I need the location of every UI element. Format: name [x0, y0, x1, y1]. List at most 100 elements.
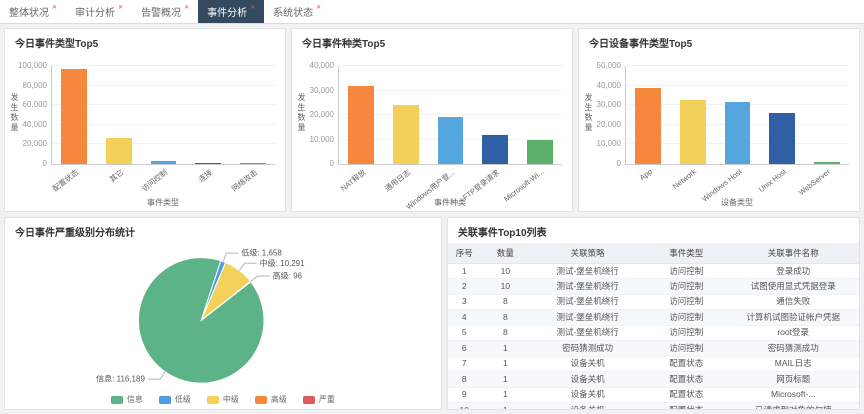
pie-label-line: [238, 262, 257, 271]
table-row[interactable]: 3 8 测试-堡垒机绕行 访问控制 通信失败: [447, 294, 859, 311]
table-row[interactable]: 8 1 设备关机 配置状态 网页标题: [447, 371, 859, 388]
top10-table-wrap: 序号 数量 关联策略 事件类型 关联事件名称 1 10 测试-堡垒机绕行 访问控制 登录成功 2 1…: [447, 243, 859, 409]
legend-swatch: [110, 395, 123, 404]
table-cell: 10: [480, 278, 531, 295]
table-cell: 1: [447, 263, 481, 280]
pie-slice-高级[interactable]: [200, 280, 252, 321]
panel-event-type-top5: 今日事件类型Top5 发生数量 0 20,000 40,000 60,000 80,000…: [4, 28, 286, 212]
gridline: [626, 84, 849, 86]
nav-tab-告警概况[interactable]: 告警概况 ✕: [132, 0, 198, 23]
legend-item-信息[interactable]: 信息: [110, 394, 143, 405]
table-row[interactable]: 7 1 设备关机 配置状态 MAIL日志: [447, 356, 859, 373]
table-cell: 4: [447, 309, 481, 326]
bar-WebServer[interactable]: [813, 161, 840, 164]
event-kind-bar-chart: 发生数量 0 10,000 20,000 30,000 40,000 NAT释放 通用日志 Wi…: [292, 54, 572, 211]
plot-area: 0 10,000 20,000 30,000 40,000 50,000 App Networ…: [597, 62, 849, 204]
y-axis-tick: 10,000: [596, 139, 621, 149]
pie-label: 中级: 10,291: [260, 258, 305, 268]
bars: NAT释放 通用日志 Windows用户登... FTP登录请求 Microsoft-W…: [339, 66, 562, 211]
y-axis-tick: 20,000: [596, 119, 621, 129]
pie-label-line: [147, 371, 166, 380]
bar-通用日志[interactable]: [392, 105, 419, 164]
legend-label: 信息: [126, 395, 143, 404]
pie-label: 高级: 96: [273, 271, 303, 281]
legend-item-高级[interactable]: 高级: [254, 394, 287, 405]
table-cell: 8: [480, 325, 531, 342]
legend-item-严重[interactable]: 严重: [302, 394, 335, 405]
table-cell: 3: [447, 294, 481, 311]
bar-其它[interactable]: [105, 137, 132, 164]
table-cell: 网页标题: [727, 371, 859, 388]
table-row[interactable]: 4 8 测试-堡垒机绕行 访问控制 计算机试图验证帐户凭据: [447, 309, 859, 326]
bar-访问控制[interactable]: [150, 160, 177, 164]
nav-tab-label: 告警概况: [141, 8, 182, 19]
gridline: [626, 65, 849, 66]
bar-slot: App: [626, 66, 671, 182]
bar-slot: 网络攻击: [230, 66, 275, 193]
x-axis-tick: WebServer: [797, 167, 833, 198]
legend-label: 低级: [174, 395, 191, 404]
bar-Windows用户登...[interactable]: [437, 117, 464, 164]
tab-close-icon[interactable]: ✕: [250, 5, 256, 11]
bar-Network[interactable]: [679, 100, 706, 164]
gridline: [52, 65, 275, 66]
nav-tab-事件分析[interactable]: 事件分析 ✕: [198, 0, 265, 23]
bar-Windows Host[interactable]: [724, 102, 751, 164]
table-cell: 密码猜测成功: [727, 340, 859, 357]
bar-Unix Host[interactable]: [769, 113, 795, 164]
table-row[interactable]: 2 10 测试-堡垒机绕行 访问控制 试图使用显式凭据登录: [447, 278, 859, 295]
y-axis-tick: 40,000: [22, 119, 47, 129]
table-row[interactable]: 5 8 测试-堡垒机绕行 访问控制 root登录: [447, 325, 859, 342]
tab-close-icon[interactable]: ✕: [118, 5, 124, 11]
table-cell: 2: [447, 278, 481, 295]
bar-FTP登录请求[interactable]: [482, 134, 508, 164]
bar-slot: Windows Host: [700, 66, 760, 204]
y-axis-tick: 30,000: [596, 100, 621, 110]
nav-tab-整体状况[interactable]: 整体状况 ✕: [0, 0, 66, 23]
table-cell: 计算机试图验证帐户凭据: [727, 309, 859, 326]
gridline: [339, 114, 562, 115]
table-row[interactable]: 101设备关机配置状态已请求到对象的句柄: [447, 402, 859, 409]
bar-NAT释放[interactable]: [348, 85, 375, 164]
y-axis-tick: 0: [42, 159, 47, 168]
table-cell: 测试-堡垒机绕行: [530, 309, 646, 326]
bar-App[interactable]: [635, 87, 662, 164]
tab-close-icon[interactable]: ✕: [52, 5, 58, 11]
table-cell: 7: [447, 356, 481, 373]
legend-item-低级[interactable]: 低级: [158, 394, 191, 405]
plot-area: 0 20,000 40,000 60,000 80,000 100,000 配置状态 其它 访问…: [18, 62, 275, 193]
bar-配置状态[interactable]: [61, 68, 88, 164]
pie-label-line: [222, 252, 239, 262]
bar-网络攻击[interactable]: [239, 163, 266, 164]
tab-close-icon[interactable]: ✕: [184, 5, 190, 11]
top10-table: 序号 数量 关联策略 事件类型 关联事件名称 1 10 测试-堡垒机绕行 访问控制 登录成功 2 1…: [447, 243, 859, 409]
severity-pie-area: 信息: 116,189 低级: 1,658 中级: 10,291 高级: 96 信息 低级…: [5, 243, 441, 409]
y-axis-tick: 20,000: [22, 139, 47, 149]
table-cell: 8: [480, 309, 531, 326]
y-axis-tick: 40,000: [596, 80, 621, 90]
table-cell: Microsoft-...: [727, 387, 859, 404]
y-axis-tick: 80,000: [22, 80, 47, 90]
tab-close-icon[interactable]: ✕: [316, 5, 322, 11]
table-cell: 登录成功: [727, 263, 859, 280]
table-cell: 访问控制: [645, 278, 728, 295]
plot-area: 0 10,000 20,000 30,000 40,000 NAT释放 通用日志 Window…: [310, 62, 562, 211]
x-axis-tick: 其它: [107, 167, 126, 185]
table-row[interactable]: 6 1 密码猜测成功 访问控制 密码猜测成功: [447, 340, 859, 357]
table-cell: 设备关机: [530, 387, 646, 404]
nav-tab-审计分析[interactable]: 审计分析 ✕: [66, 0, 132, 23]
y-axis-tick: 60,000: [22, 100, 47, 110]
table-cell: 测试-堡垒机绕行: [530, 325, 646, 342]
nav-tab-系统状态[interactable]: 系统状态 ✕: [264, 0, 330, 23]
bars: 配置状态 其它 访问控制 连接 网络攻击: [51, 66, 275, 193]
column-header: 事件类型: [645, 243, 728, 264]
legend-item-中级[interactable]: 中级: [206, 394, 239, 405]
table-cell: 配置状态: [645, 387, 728, 404]
x-axis-tick: NAT释放: [338, 167, 368, 194]
bar-Microsoft-Wi...[interactable]: [526, 139, 553, 164]
bar-连接[interactable]: [195, 162, 221, 164]
table-row[interactable]: 1 10 测试-堡垒机绕行 访问控制 登录成功: [447, 263, 859, 280]
y-axis-tick: 0: [616, 159, 621, 168]
table-row[interactable]: 9 1 设备关机 配置状态 Microsoft-...: [447, 387, 859, 404]
